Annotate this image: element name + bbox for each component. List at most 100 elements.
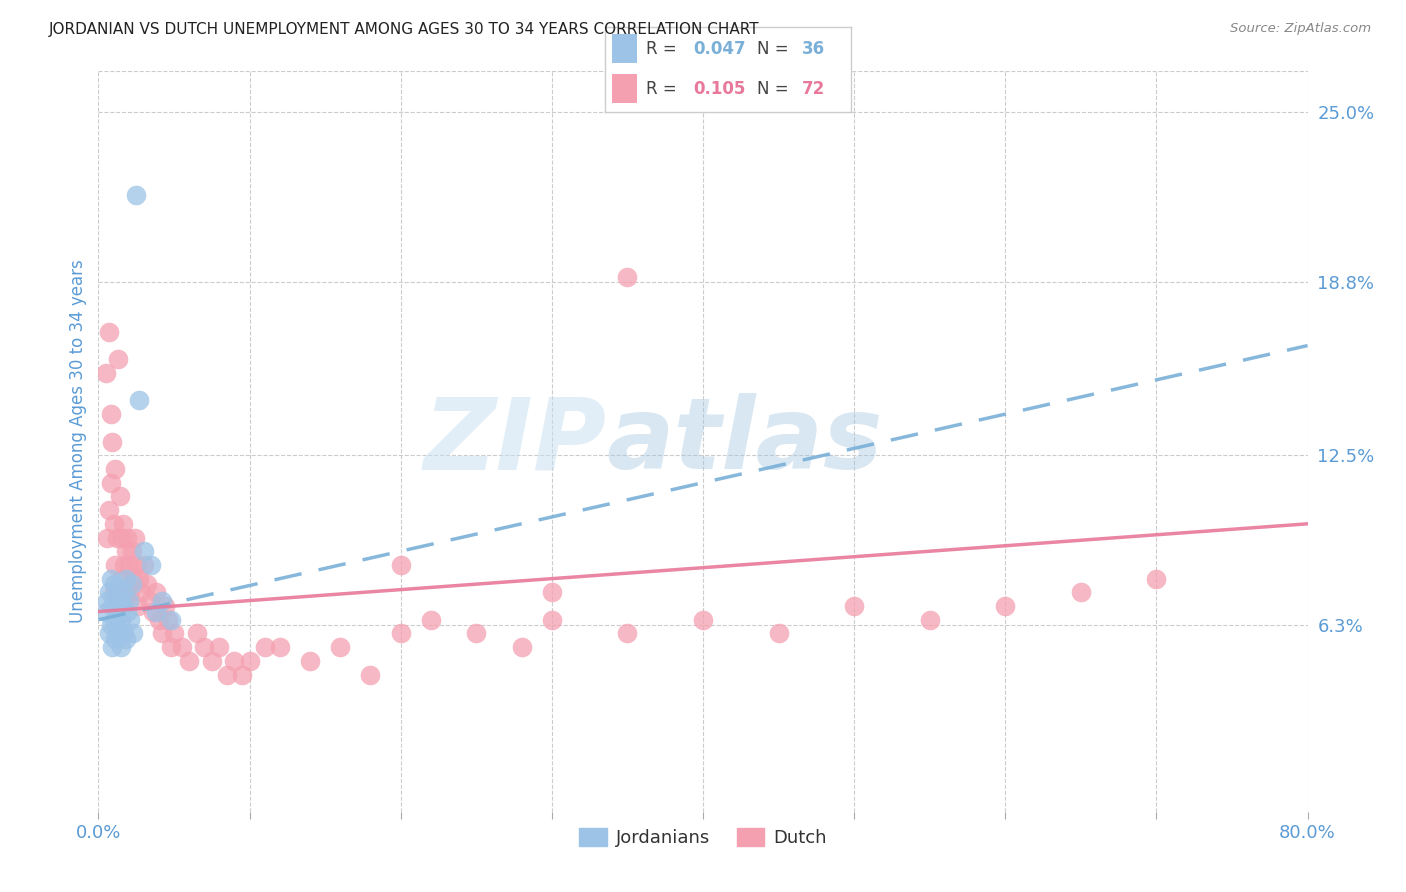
Text: N =: N = (756, 79, 789, 97)
FancyBboxPatch shape (612, 35, 637, 63)
Point (231, 667, 253, 681)
Point (215, 667, 238, 681)
Point (120, 585, 142, 599)
Point (110, 613, 132, 627)
Point (389, 626, 412, 640)
Text: ZIP: ZIP (423, 393, 606, 490)
Point (114, 572, 136, 586)
Point (110, 640, 132, 655)
Point (616, 270, 638, 285)
Point (170, 640, 193, 655)
Point (142, 605, 165, 619)
Point (163, 626, 186, 640)
Point (465, 626, 488, 640)
Text: N =: N = (756, 40, 789, 58)
Point (141, 558, 163, 572)
Point (145, 585, 167, 599)
Point (114, 544, 136, 558)
Point (104, 558, 127, 572)
Text: atlas: atlas (606, 393, 883, 490)
Point (186, 626, 208, 640)
Point (768, 626, 790, 640)
Point (114, 585, 136, 599)
Point (160, 613, 183, 627)
Point (269, 640, 291, 655)
Point (94, 366, 117, 380)
Point (299, 654, 322, 668)
Point (510, 640, 533, 655)
Point (150, 593, 173, 607)
Point (420, 613, 443, 627)
Point (98, 325, 121, 339)
Point (129, 585, 152, 599)
Point (101, 434, 124, 449)
Point (96, 593, 118, 607)
Point (104, 462, 127, 476)
Point (128, 572, 150, 586)
Point (112, 558, 135, 572)
Point (122, 572, 145, 586)
Point (107, 626, 129, 640)
FancyBboxPatch shape (612, 74, 637, 103)
Point (104, 632, 127, 646)
Point (100, 618, 122, 632)
Point (103, 613, 125, 627)
Point (540, 613, 562, 627)
Text: JORDANIAN VS DUTCH UNEMPLOYMENT AMONG AGES 30 TO 34 YEARS CORRELATION CHART: JORDANIAN VS DUTCH UNEMPLOYMENT AMONG AG… (49, 22, 759, 37)
Point (139, 593, 162, 607)
Point (105, 621, 128, 635)
Point (98, 503, 121, 517)
Point (96, 531, 118, 545)
Point (994, 599, 1017, 613)
Point (115, 605, 138, 619)
Point (105, 580, 128, 594)
Point (111, 585, 134, 599)
Point (156, 613, 179, 627)
Point (121, 544, 143, 558)
Point (98, 585, 121, 599)
Point (120, 613, 142, 627)
Point (148, 613, 170, 627)
Y-axis label: Unemployment Among Ages 30 to 34 years: Unemployment Among Ages 30 to 34 years (69, 260, 87, 624)
Point (101, 599, 124, 613)
Legend: Jordanians, Dutch: Jordanians, Dutch (572, 821, 834, 855)
Point (103, 585, 125, 599)
Point (135, 577, 157, 591)
Text: 0.047: 0.047 (693, 40, 745, 58)
Point (122, 626, 145, 640)
Point (153, 599, 176, 613)
Point (179, 654, 201, 668)
Text: R =: R = (647, 79, 678, 97)
Point (94, 605, 117, 619)
Point (110, 572, 132, 586)
Point (105, 531, 128, 545)
Point (118, 593, 141, 607)
Point (104, 591, 127, 605)
Point (208, 640, 231, 655)
Point (1070, 585, 1092, 599)
Point (253, 640, 276, 655)
Point (128, 393, 150, 408)
Point (1144, 572, 1167, 586)
Point (103, 577, 125, 591)
Point (918, 613, 941, 627)
Point (150, 626, 173, 640)
Point (107, 605, 129, 619)
Point (540, 585, 562, 599)
Point (125, 558, 148, 572)
Point (98, 626, 121, 640)
Text: Source: ZipAtlas.com: Source: ZipAtlas.com (1230, 22, 1371, 36)
Point (844, 599, 866, 613)
Point (100, 572, 122, 586)
Point (108, 593, 131, 607)
Point (145, 605, 167, 619)
Point (108, 489, 131, 503)
Text: R =: R = (647, 40, 678, 58)
Point (111, 516, 134, 531)
Point (329, 640, 352, 655)
Point (201, 654, 224, 668)
Point (124, 531, 146, 545)
Point (160, 640, 183, 655)
Text: 36: 36 (801, 40, 824, 58)
Point (239, 654, 262, 668)
